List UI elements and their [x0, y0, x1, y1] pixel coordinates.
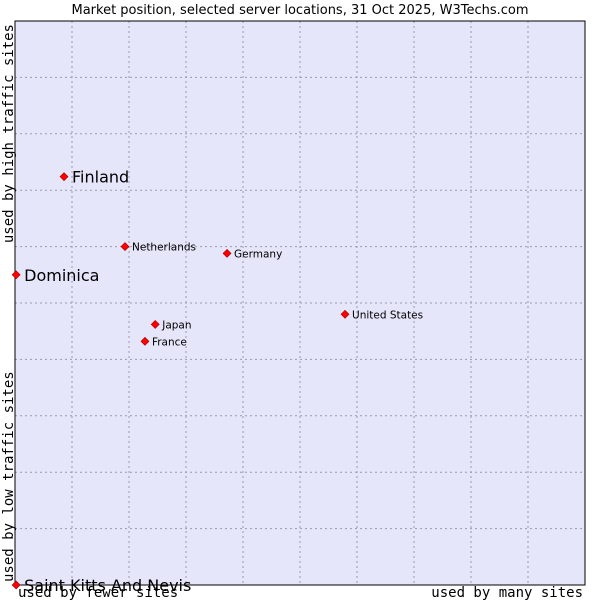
y-axis-label-top: used by high traffic sites [1, 24, 17, 243]
point-finland: Finland [59, 168, 129, 187]
marker-united-states [340, 309, 350, 319]
grid [15, 21, 585, 585]
label-saint-kitts-and-nevis: Saint Kitts And Nevis [24, 576, 191, 595]
plot-border [14, 20, 586, 586]
point-saint-kitts-and-nevis: Saint Kitts And Nevis [11, 576, 191, 595]
marker-finland [59, 172, 69, 182]
label-japan: Japan [161, 319, 191, 331]
label-united-states: United States [352, 309, 423, 321]
point-germany: Germany [222, 248, 282, 260]
point-japan: Japan [150, 319, 192, 331]
label-france: France [152, 336, 187, 348]
point-netherlands: Netherlands [120, 242, 196, 254]
point-france: France [140, 336, 187, 348]
label-dominica: Dominica [24, 266, 99, 285]
x-axis-label-right: used by many sites [431, 585, 583, 600]
x-axis-label-left: used by fewer sites [18, 585, 178, 600]
point-dominica: Dominica [11, 266, 99, 285]
data-points: Finland Dominica Saint Kitts And Nevis Neth… [11, 168, 423, 595]
chart-title: Market position, selected server locatio… [71, 3, 528, 18]
point-united-states: United States [340, 309, 423, 321]
label-netherlands: Netherlands [132, 242, 196, 254]
marker-france [140, 336, 150, 346]
marker-netherlands [120, 242, 130, 252]
marker-germany [222, 248, 232, 258]
marker-saint-kitts-and-nevis [11, 580, 21, 590]
y-axis-label-bottom: used by low traffic sites [1, 371, 17, 582]
label-finland: Finland [72, 168, 129, 187]
label-germany: Germany [234, 248, 282, 260]
marker-dominica [11, 270, 21, 280]
marker-japan [150, 320, 160, 329]
